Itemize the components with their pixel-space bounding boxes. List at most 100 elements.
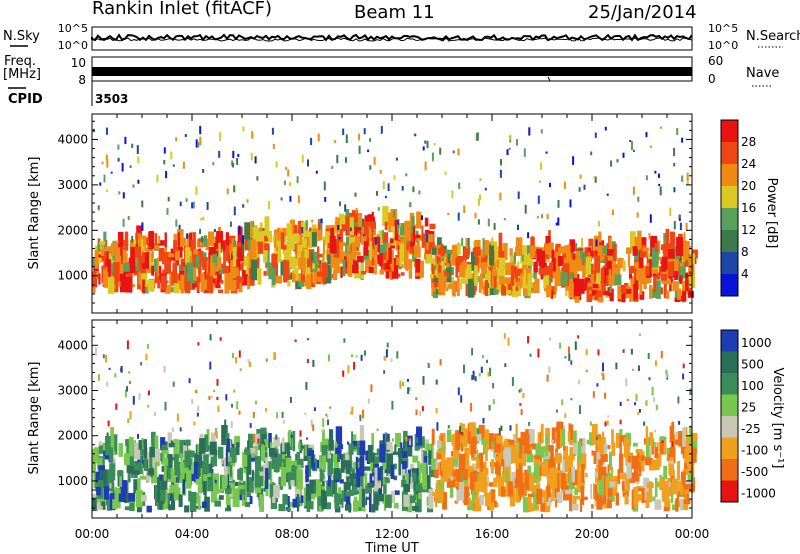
- echo-cell: [533, 261, 538, 273]
- echo-cell: [118, 493, 123, 502]
- echo-cell: [305, 220, 308, 236]
- echo-cell: [212, 275, 218, 279]
- echo-cell: [245, 255, 249, 275]
- colorbar-tick: -25: [741, 422, 761, 436]
- echo-scatter: [393, 210, 395, 218]
- echo-cell: [139, 476, 147, 480]
- echo-scatter: [248, 436, 251, 440]
- echo-cell: [319, 468, 324, 482]
- echo-cell: [104, 258, 107, 268]
- echo-cell: [322, 455, 326, 471]
- echo-scatter: [233, 389, 236, 393]
- echo-cell: [264, 439, 269, 447]
- echo-scatter: [393, 175, 396, 180]
- echo-cell: [133, 239, 136, 252]
- echo-cell: [153, 258, 158, 272]
- echo-cell: [142, 279, 145, 294]
- echo-cell: [387, 473, 390, 479]
- echo-cell: [199, 484, 203, 492]
- echo-cell: [408, 270, 413, 279]
- echo-scatter: [253, 433, 255, 443]
- echo-cell: [568, 279, 574, 286]
- echo-cell: [186, 471, 192, 489]
- echo-cell: [248, 433, 253, 455]
- echo-cell: [156, 257, 159, 277]
- echo-cell: [135, 252, 139, 271]
- colorbar-swatch: [721, 351, 738, 374]
- echo-cell: [257, 268, 262, 285]
- echo-cell: [169, 484, 173, 494]
- echo-cell: [619, 435, 622, 454]
- echo-cell: [426, 246, 432, 264]
- echo-cell: [174, 487, 181, 501]
- echo-cell: [471, 251, 475, 271]
- echo-scatter: [491, 441, 494, 449]
- echo-scatter: [233, 206, 236, 216]
- echo-scatter: [170, 440, 173, 447]
- echo-cell: [646, 280, 649, 284]
- echo-cell: [185, 439, 191, 446]
- echo-cell: [397, 240, 402, 246]
- echo-cell: [541, 462, 549, 477]
- echo-scatter: [226, 188, 229, 195]
- echo-cell: [454, 500, 459, 504]
- echo-scatter: [672, 421, 675, 427]
- echo-cell: [157, 283, 160, 289]
- echo-cell: [220, 280, 224, 284]
- echo-cell: [293, 243, 300, 252]
- echo-cell: [428, 488, 434, 509]
- echo-cell: [355, 456, 358, 475]
- echo-cell: [346, 476, 351, 491]
- echo-cell: [664, 279, 671, 285]
- echo-scatter: [511, 377, 514, 386]
- echo-scatter: [436, 422, 439, 431]
- echo-cell: [686, 493, 689, 501]
- echo-scatter: [344, 204, 347, 212]
- echo-scatter: [202, 216, 205, 221]
- echo-scatter: [197, 142, 200, 148]
- echo-cell: [614, 266, 621, 282]
- echo-scatter: [426, 234, 429, 239]
- echo-cell: [603, 503, 608, 509]
- echo-scatter: [645, 175, 648, 181]
- echo-cell: [287, 235, 292, 252]
- echo-scatter: [310, 137, 313, 146]
- echo-cell: [637, 488, 644, 492]
- nsearch-trace: [91, 37, 693, 42]
- echo-scatter: [326, 416, 329, 419]
- echo-cell: [138, 272, 141, 285]
- echo-scatter: [254, 156, 257, 164]
- echo-cell: [598, 475, 605, 496]
- echo-cell: [371, 504, 376, 513]
- echo-cell: [310, 252, 314, 262]
- echo-cell: [524, 269, 526, 279]
- echo-scatter: [224, 419, 227, 428]
- colorbar-swatch: [721, 459, 738, 481]
- echo-cell: [184, 273, 191, 294]
- echo-scatter: [395, 157, 398, 161]
- echo-cell: [633, 442, 638, 447]
- echo-scatter: [216, 396, 219, 401]
- echo-scatter: [195, 389, 198, 394]
- xtick-label: 00:00: [675, 527, 710, 541]
- echo-cell: [589, 432, 595, 446]
- echo-cell: [629, 472, 636, 483]
- echo-cell: [552, 482, 555, 501]
- echo-scatter: [408, 204, 411, 207]
- echo-cell: [454, 455, 462, 469]
- echo-cell: [304, 444, 307, 456]
- echo-cell: [197, 250, 204, 261]
- echo-cell: [617, 285, 621, 300]
- echo-cell: [633, 488, 639, 508]
- echo-cell: [503, 464, 511, 473]
- echo-cell: [591, 250, 596, 258]
- echo-cell: [237, 263, 244, 271]
- echo-cell: [467, 264, 472, 277]
- echo-scatter: [619, 419, 622, 425]
- echo-cell: [514, 478, 520, 489]
- echo-scatter: [676, 128, 679, 135]
- colorbar-tick: 8: [741, 245, 749, 259]
- echo-scatter: [492, 399, 495, 404]
- echo-cell: [446, 468, 453, 477]
- echo-cell: [334, 441, 337, 446]
